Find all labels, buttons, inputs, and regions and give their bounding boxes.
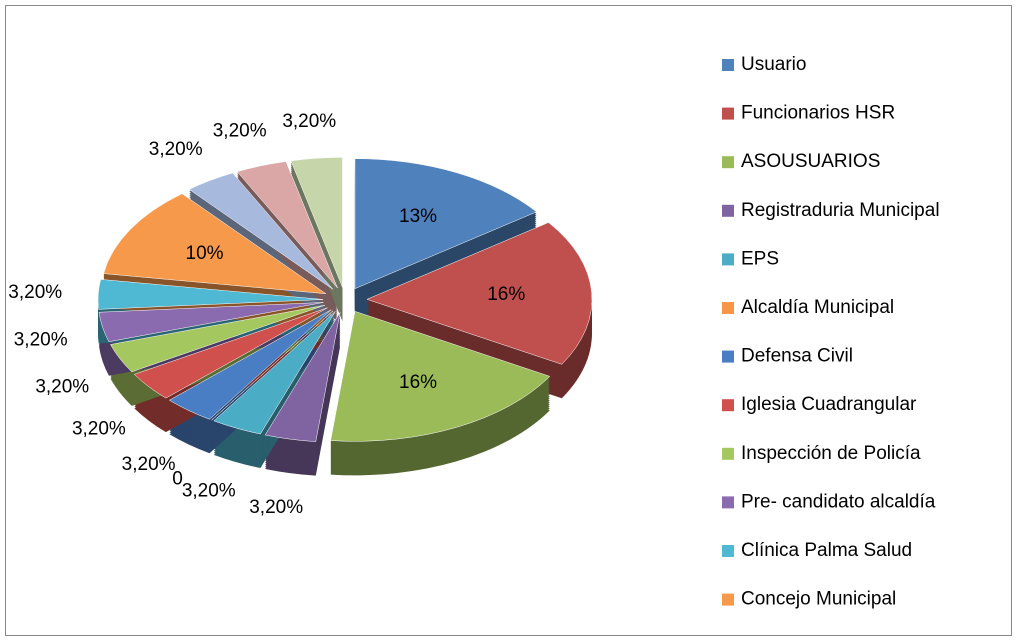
slice: [110, 304, 326, 373]
data-label: 13%: [399, 206, 437, 227]
legend-label: Clínica Palma Salud: [741, 540, 912, 561]
slice: [188, 172, 334, 290]
legend-swatch: [722, 593, 734, 606]
slice: [330, 311, 551, 442]
legend-label: Funcionarios HSR: [741, 103, 895, 124]
data-label: 3,20%: [149, 139, 203, 160]
legend-label: ASOUSUARIOS: [741, 151, 880, 172]
legend-label: Inspección de Policía: [741, 443, 921, 464]
legend-label: Usuario: [741, 54, 806, 75]
slice: [366, 222, 593, 365]
data-label: 3,20%: [213, 121, 267, 142]
data-label: 16%: [399, 372, 437, 393]
data-label: 3,20%: [249, 497, 303, 518]
legend-label: Iglesia Cuadrangular: [741, 394, 917, 415]
data-label: 16%: [487, 284, 525, 305]
legend-label: Pre- candidato alcaldía: [741, 491, 936, 512]
legend-label: Concejo Municipal: [741, 589, 896, 610]
legend-label: Defensa Civil: [741, 346, 853, 367]
slice: [97, 279, 324, 310]
slice: [236, 161, 338, 289]
slice: [103, 193, 327, 295]
legend-swatch: [722, 545, 734, 557]
legend-label: EPS: [741, 248, 779, 269]
data-label: 3,20%: [14, 330, 68, 351]
slice: [264, 312, 341, 442]
slice: [168, 309, 332, 420]
legend-swatch: [722, 302, 734, 314]
legend-label: Registraduria Municipal: [741, 200, 940, 221]
legend-swatch: [722, 107, 734, 120]
data-label: 3,20%: [282, 111, 336, 132]
data-label: 10%: [186, 243, 224, 264]
legend-swatch: [722, 204, 734, 217]
data-label: 3,20%: [35, 376, 89, 397]
legend-swatch: [722, 59, 734, 71]
slice: [98, 302, 324, 342]
legend-swatch: [722, 156, 734, 169]
legend-swatch: [722, 496, 734, 509]
data-label: 0: [172, 468, 183, 489]
slice: [354, 158, 537, 290]
legend-swatch: [722, 350, 734, 363]
data-label: 3,20%: [182, 480, 236, 501]
legend-swatch: [722, 399, 734, 412]
data-label: 3,20%: [122, 454, 176, 475]
legend-label: Alcaldía Municipal: [741, 297, 894, 318]
legend-swatch: [722, 447, 734, 460]
data-label: 3,20%: [72, 419, 126, 440]
slice: [213, 311, 336, 435]
slice: [133, 307, 328, 399]
slice: [290, 157, 343, 288]
data-label: 3,20%: [8, 282, 62, 303]
legend-swatch: [722, 253, 734, 266]
